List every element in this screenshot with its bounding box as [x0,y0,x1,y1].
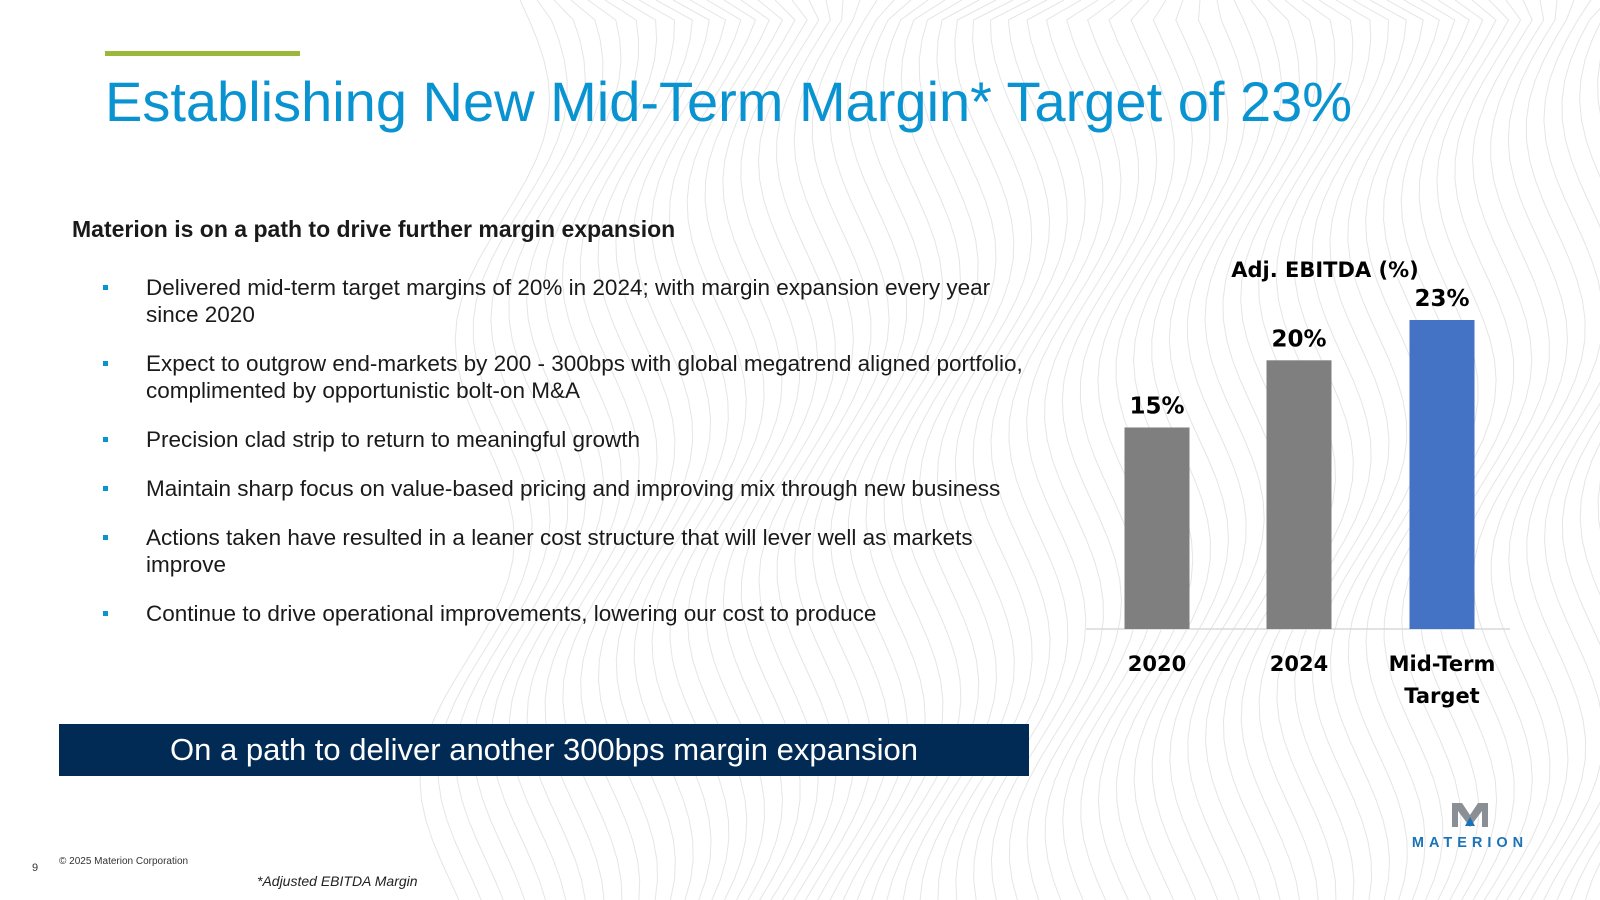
bullet-text: Actions taken have resulted in a leaner … [146,525,973,577]
bullet-item: Continue to drive operational improvemen… [100,600,1040,627]
materion-logo-mark-icon [1452,803,1488,827]
square-bullet-icon [103,361,108,366]
chart-title: Adj. EBITDA (%) [1231,258,1419,282]
title-accent-line [105,51,300,56]
ebitda-bar-chart: Adj. EBITDA (%) 15% 2020 20% 2024 23% Mid-Ter… [1086,250,1560,730]
footnote: *Adjusted EBITDA Margin [257,873,418,889]
bullet-text: Expect to outgrow end-markets by 200 - 3… [146,351,1023,403]
bullet-text: Maintain sharp focus on value-based pric… [146,476,1001,501]
square-bullet-icon [103,611,108,616]
data-label: 23% [1414,286,1469,312]
bullet-item: Precision clad strip to return to meanin… [100,426,1040,453]
bullet-item: Maintain sharp focus on value-based pric… [100,475,1040,502]
data-label: 15% [1129,393,1184,419]
square-bullet-icon [103,486,108,491]
x-tick-label: 2020 [1128,652,1186,676]
bar-2020 [1124,427,1190,629]
bar-2024 [1266,360,1332,629]
callout-banner: On a path to deliver another 300bps marg… [59,724,1029,776]
copyright-text: © 2025 Materion Corporation [59,856,189,867]
bullet-item: Actions taken have resulted in a leaner … [100,524,1040,578]
x-tick-label: 2024 [1270,652,1328,676]
materion-logo: MATERION [1400,798,1540,858]
bullet-text: Precision clad strip to return to meanin… [146,427,640,452]
bullet-text: Delivered mid-term target margins of 20%… [146,275,991,327]
slide-title: Establishing New Mid-Term Margin* Target… [105,70,1353,133]
chart-canvas: Adj. EBITDA (%) 15% 2020 20% 2024 23% Mid-Ter… [1086,258,1510,708]
x-tick-label: Mid-Term Target [1389,652,1496,708]
materion-logo-text: MATERION [1411,835,1529,851]
square-bullet-icon [103,535,108,540]
square-bullet-icon [103,285,108,290]
section-heading: Materion is on a path to drive further m… [72,216,676,242]
data-label: 20% [1271,326,1326,352]
square-bullet-icon [103,437,108,442]
bullet-list: Delivered mid-term target margins of 20%… [100,274,1040,649]
bullet-item: Expect to outgrow end-markets by 200 - 3… [100,350,1040,404]
bullet-item: Delivered mid-term target margins of 20%… [100,274,1040,328]
bar-mid-term-target [1409,320,1475,629]
page-number: 9 [32,862,39,874]
bullet-text: Continue to drive operational improvemen… [146,601,877,626]
